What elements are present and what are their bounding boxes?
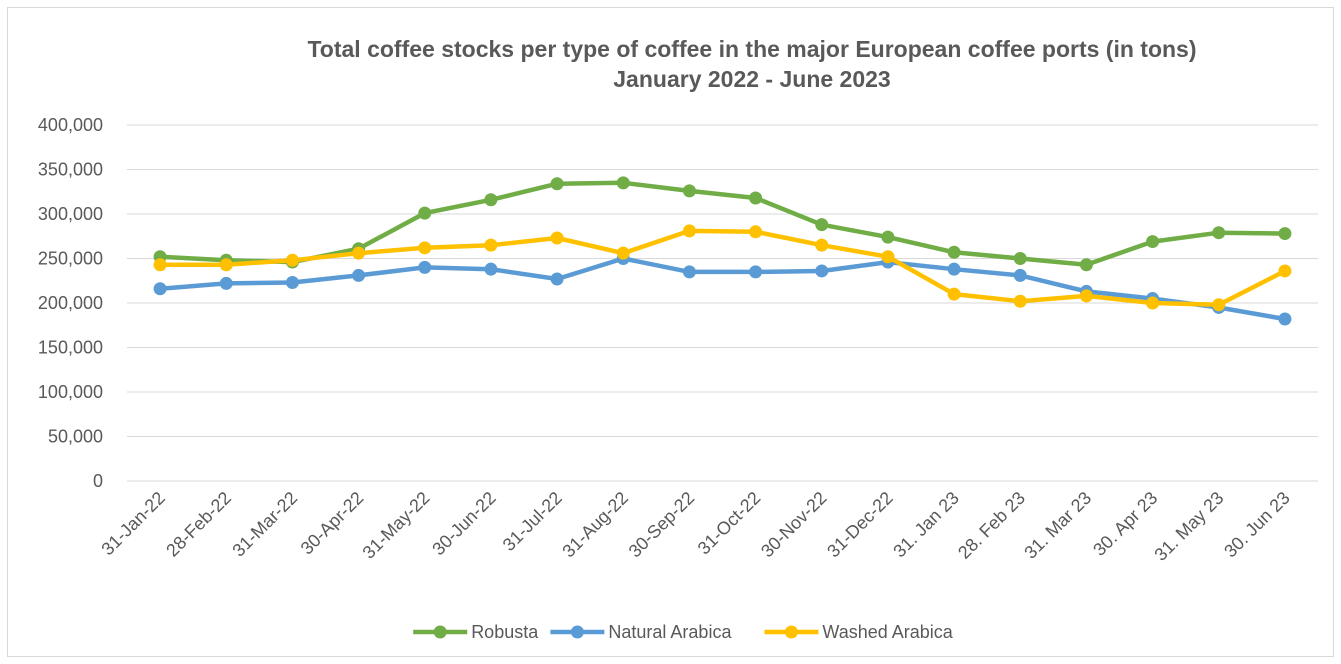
legend-swatch-marker <box>433 625 447 639</box>
chart-subtitle: January 2022 - June 2023 <box>613 66 890 92</box>
data-point-robusta <box>682 184 696 198</box>
data-point-natural-arabica <box>550 272 564 286</box>
data-point-natural-arabica <box>749 265 763 279</box>
data-point-robusta <box>616 176 630 190</box>
legend-swatch-marker <box>570 625 584 639</box>
series-line-washed-arabica <box>157 228 1288 308</box>
data-point-natural-arabica <box>815 264 829 278</box>
data-point-washed-arabica <box>285 253 299 267</box>
y-tick-label: 100,000 <box>38 382 103 402</box>
data-point-robusta <box>1146 235 1160 249</box>
data-point-natural-arabica <box>153 282 167 296</box>
data-point-natural-arabica <box>352 268 366 282</box>
data-point-natural-arabica <box>418 260 432 274</box>
data-point-washed-arabica <box>484 238 498 252</box>
data-point-washed-arabica <box>815 238 829 252</box>
data-point-washed-arabica <box>1146 296 1160 310</box>
data-point-washed-arabica <box>616 246 630 260</box>
chart-border <box>7 7 1334 657</box>
data-point-robusta <box>947 245 961 259</box>
data-point-natural-arabica <box>682 265 696 279</box>
y-tick-label: 200,000 <box>38 293 103 313</box>
data-point-washed-arabica <box>550 231 564 245</box>
data-point-washed-arabica <box>1079 289 1093 303</box>
series-line-robusta <box>157 180 1288 267</box>
data-point-washed-arabica <box>881 250 895 264</box>
legend-item-robusta: Robusta <box>413 622 539 642</box>
data-point-washed-arabica <box>1212 298 1226 312</box>
data-point-robusta <box>1278 227 1292 241</box>
data-point-washed-arabica <box>1278 264 1292 278</box>
data-point-natural-arabica <box>947 262 961 276</box>
data-point-washed-arabica <box>682 224 696 238</box>
chart-title: Total coffee stocks per type of coffee i… <box>307 36 1196 62</box>
y-axis: 0 50,000 100,000 150,000 200,000 250,000 300,0… <box>38 115 103 491</box>
legend-label: Robusta <box>471 622 539 642</box>
series-group <box>153 176 1292 326</box>
data-point-robusta <box>749 191 763 205</box>
data-point-natural-arabica <box>285 276 299 290</box>
data-point-robusta <box>550 177 564 191</box>
series-line-natural-arabica <box>157 256 1288 322</box>
data-point-washed-arabica <box>418 241 432 255</box>
data-point-natural-arabica <box>484 262 498 276</box>
data-point-natural-arabica <box>219 276 233 290</box>
y-tick-label: 0 <box>93 471 103 491</box>
legend-item-natural-arabica: Natural Arabica <box>550 622 732 642</box>
data-point-robusta <box>1212 226 1226 240</box>
y-tick-label: 150,000 <box>38 338 103 358</box>
data-point-washed-arabica <box>947 287 961 301</box>
data-point-natural-arabica <box>1278 312 1292 326</box>
legend-label: Washed Arabica <box>822 622 953 642</box>
data-point-washed-arabica <box>1013 294 1027 308</box>
y-tick-label: 300,000 <box>38 204 103 224</box>
data-point-washed-arabica <box>749 225 763 239</box>
y-tick-label: 250,000 <box>38 249 103 269</box>
y-tick-label: 350,000 <box>38 160 103 180</box>
data-point-washed-arabica <box>153 258 167 272</box>
series-washed-arabica <box>153 224 1292 312</box>
data-point-washed-arabica <box>352 246 366 260</box>
legend-swatch-marker <box>784 625 798 639</box>
data-point-natural-arabica <box>1013 268 1027 282</box>
data-point-robusta <box>881 230 895 244</box>
data-point-robusta <box>418 206 432 220</box>
data-point-washed-arabica <box>219 258 233 272</box>
legend: Robusta Natural Arabica Washed Arabica <box>413 622 954 642</box>
data-point-robusta <box>1013 252 1027 265</box>
y-tick-label: 50,000 <box>48 427 103 447</box>
legend-label: Natural Arabica <box>608 622 732 642</box>
data-point-robusta <box>484 193 498 207</box>
data-point-robusta <box>1079 258 1093 272</box>
y-tick-label: 400,000 <box>38 115 103 135</box>
data-point-robusta <box>815 218 829 232</box>
legend-item-washed-arabica: Washed Arabica <box>764 622 954 642</box>
